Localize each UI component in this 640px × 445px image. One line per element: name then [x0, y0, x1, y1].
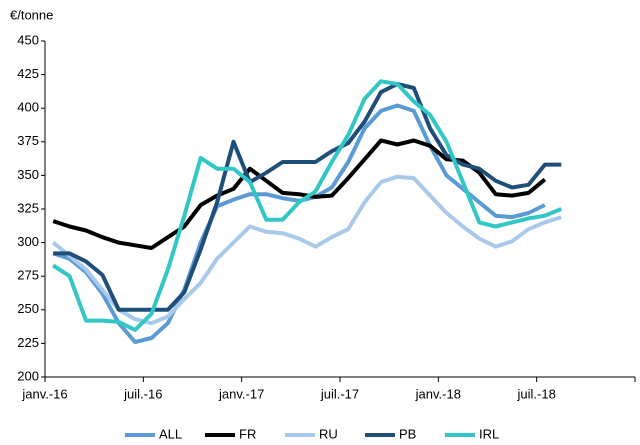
- y-tick-label: 325: [17, 200, 39, 215]
- line-series: [52, 79, 563, 332]
- x-tick-label: janv.-16: [21, 386, 67, 401]
- y-tick-label: 225: [17, 335, 39, 350]
- x-tick-label: juil.-17: [320, 386, 359, 401]
- y-tick-label: 350: [17, 167, 39, 182]
- y-tick-label: 200: [17, 368, 39, 383]
- legend-label: ALL: [159, 426, 182, 441]
- line-series: [52, 103, 546, 345]
- y-tick-label: 400: [17, 100, 39, 115]
- line-series: [51, 174, 562, 326]
- x-tick-label: janv.-18: [415, 386, 461, 401]
- y-tick-label: 300: [17, 234, 39, 249]
- y-tick-label: 450: [17, 32, 39, 47]
- y-tick-label: 425: [17, 66, 39, 81]
- y-tick-label: 250: [17, 301, 39, 316]
- y-tick-label: 275: [17, 268, 39, 283]
- x-tick-label: juil.-16: [123, 386, 162, 401]
- x-tick-label: juil.-18: [517, 386, 556, 401]
- legend-label: FR: [239, 426, 256, 441]
- line-series: [53, 82, 562, 312]
- x-tick-label: janv.-17: [218, 386, 264, 401]
- legend-label: PB: [399, 426, 416, 441]
- line-series: [52, 138, 547, 250]
- legend-label: IRL: [479, 426, 499, 441]
- y-axis-label: €/tonne: [10, 7, 53, 22]
- legend-label: RU: [319, 426, 338, 441]
- y-tick-label: 375: [17, 133, 39, 148]
